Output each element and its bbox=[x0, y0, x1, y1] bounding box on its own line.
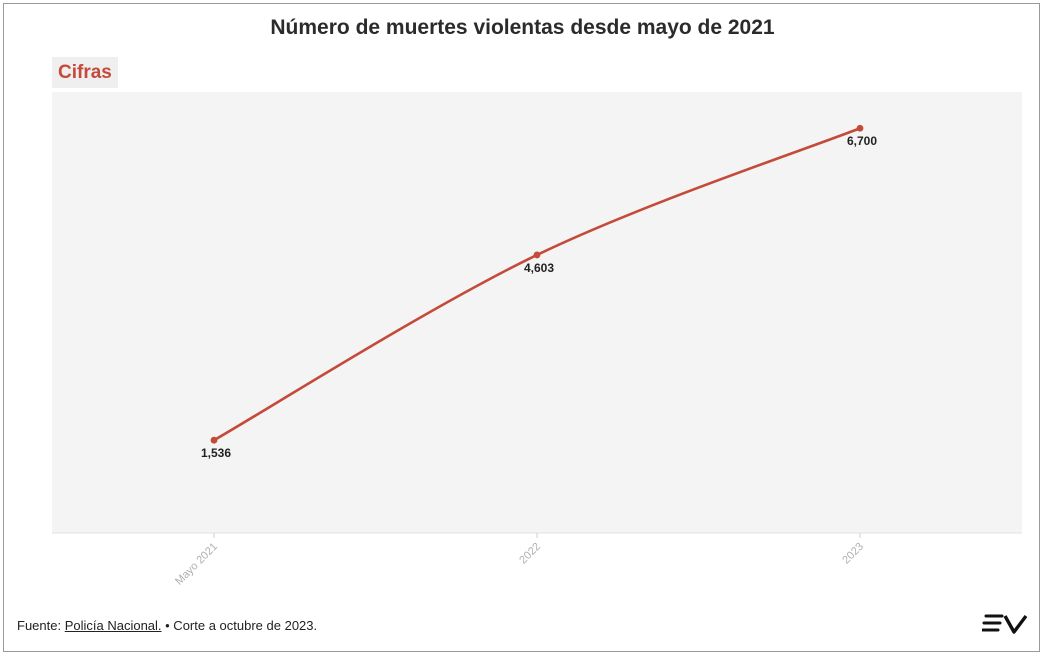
data-label: 1,536 bbox=[201, 446, 231, 460]
data-label: 4,603 bbox=[524, 261, 554, 275]
source-link[interactable]: Policía Nacional. bbox=[64, 618, 162, 633]
x-tick-label: 2022 bbox=[517, 541, 543, 567]
plot-area bbox=[52, 92, 1022, 533]
data-label: 6,700 bbox=[847, 134, 877, 148]
footer-note: • Corte a octubre de 2023. bbox=[161, 618, 318, 633]
data-point[interactable] bbox=[210, 436, 218, 444]
footer: Fuente: Policía Nacional. • Corte a octu… bbox=[17, 618, 317, 633]
x-tick-label: Mayo 2021 bbox=[173, 541, 220, 588]
chart-title: Número de muertes violentas desde mayo d… bbox=[270, 16, 775, 39]
x-tick-label: 2023 bbox=[840, 541, 866, 567]
data-point[interactable] bbox=[533, 251, 541, 259]
cifras-tag: Cifras bbox=[52, 57, 118, 88]
ev-logo-icon bbox=[982, 614, 1028, 634]
data-point[interactable] bbox=[856, 124, 864, 132]
chart-frame bbox=[3, 3, 1040, 652]
source-prefix: Fuente: bbox=[17, 618, 65, 633]
